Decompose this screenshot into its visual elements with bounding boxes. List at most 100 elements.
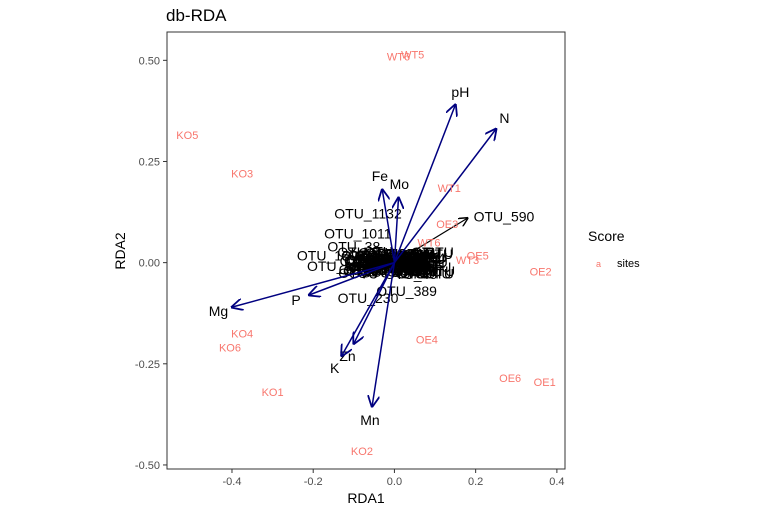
site-label: KO5 [176, 130, 198, 142]
x-tick-label: 0.0 [387, 476, 402, 488]
otu-label-overlap: OTU [368, 250, 398, 266]
site-label: OE6 [499, 373, 521, 385]
otu-vector [381, 250, 395, 264]
otu-label-overlap: OTU [337, 244, 367, 260]
env-vectors: pH N Fe Mo Mg P ZnK Mn [209, 84, 510, 428]
otu-label-overlap: OTU [349, 259, 379, 275]
otu-label-overlap: OTU [398, 253, 428, 269]
otu-label-overlap: OTU [394, 263, 424, 279]
otu-label-overlap: OTU [394, 257, 424, 273]
y-tick-label: 0.25 [139, 156, 160, 168]
otu-label-overlap: OTU [392, 263, 422, 279]
env-arrow [232, 261, 395, 308]
otu-label-overlap: OTU [426, 263, 456, 279]
env-label: Zn [339, 348, 355, 364]
site-label: KO2 [351, 446, 373, 458]
otu-vector [381, 262, 395, 274]
x-tick-label: -0.2 [304, 476, 323, 488]
otu-label-overlap: OTU [412, 245, 442, 261]
otu-label-overlap: OTU [346, 252, 376, 268]
legend-label-sites: sites [617, 258, 640, 270]
otu-label: OTU_38 [327, 238, 380, 254]
legend-title: Score [588, 228, 625, 244]
otu-label-overlap: OTU [400, 265, 430, 281]
otu-label-overlap: OTU [340, 253, 370, 269]
otu-vector [366, 253, 395, 264]
otu-label: OTU_230 [338, 290, 399, 306]
otu-label-overlap: OTU [407, 260, 437, 276]
site-label: KO4 [231, 328, 253, 340]
site-label: OE4 [416, 335, 438, 347]
y-axis-title: RDA2 [112, 232, 128, 270]
otu-label-overlap: OTU [397, 266, 427, 282]
otu-label-overlap: OTU [418, 254, 448, 270]
env-label: P [291, 292, 300, 308]
otu-label: OTU_1011 [324, 226, 392, 242]
otu-vector [394, 262, 418, 270]
otu-label-overlap: OTU [344, 252, 374, 268]
otu-label-overlap: OTU [402, 262, 432, 278]
otu-label-overlap: OTU [412, 264, 442, 280]
otu-label: OTU_590 [474, 209, 535, 225]
env-arrow [309, 261, 395, 295]
otu-label-overlap: OTU [339, 262, 369, 278]
site-label: WT3 [456, 255, 479, 267]
otu-label-overlap: OTU [424, 266, 454, 282]
otu-label-overlap: OTU [424, 246, 454, 262]
otu-vector [377, 253, 395, 264]
otu-vector [393, 262, 401, 277]
x-axis: -0.4 -0.2 0.0 0.2 0.4 [222, 469, 565, 488]
otu-label-overlap: OTU [363, 244, 393, 260]
otu-label: OTU_48 [384, 266, 437, 282]
env-label: Fe [372, 168, 389, 184]
otu-label-overlap: OTU [408, 263, 438, 279]
otu-label-overlap: OTU [395, 266, 425, 282]
y-axis: -0.50 -0.25 0.00 0.25 0.50 [135, 55, 167, 472]
otu-vector [394, 260, 441, 264]
otu-label-overlap: OTU [393, 260, 423, 276]
env-arrow [393, 129, 496, 264]
otu-label: OTU_92 [307, 258, 360, 274]
y-tick-label: 0.50 [139, 55, 160, 67]
otu-label-overlap: OTU [401, 246, 431, 262]
site-label: KO1 [262, 387, 284, 399]
otu-label-overlap: OTU [366, 254, 396, 270]
otu-vector [394, 257, 424, 264]
otu-label-overlap: OTU [341, 248, 371, 264]
env-arrow [372, 262, 396, 407]
otu-vector [394, 262, 431, 270]
chart-title: db-RDA [166, 6, 227, 25]
site-label: OE5 [467, 250, 489, 262]
otu-label-overlap: OTU [358, 250, 388, 266]
env-label: pH [451, 84, 469, 100]
otu-label-overlap: OTU [349, 248, 379, 264]
otu-label-overlap: OTU [405, 258, 435, 274]
site-label: OE2 [530, 267, 552, 279]
legend-key-sites: a [596, 259, 601, 269]
env-label: Mn [360, 412, 379, 428]
site-label: OE3 [436, 219, 458, 231]
otu-label-overlap: OTU [397, 259, 427, 275]
otu-label-overlap: OTU [416, 251, 446, 267]
x-tick-label: 0.4 [549, 476, 564, 488]
otu-label-overlap: OTU [357, 253, 387, 269]
env-arrow [393, 105, 455, 263]
otu-arrow [394, 218, 467, 264]
x-tick-label: 0.2 [468, 476, 483, 488]
env-arrow [354, 262, 396, 344]
y-tick-label: -0.50 [135, 460, 160, 472]
otu-vector [352, 262, 395, 266]
otu-label: OTU_64 [392, 250, 445, 266]
env-arrow [342, 262, 396, 356]
y-tick-label: -0.25 [135, 359, 160, 371]
otu-label-overlap: OTU [355, 252, 385, 268]
otu-label-overlap: OTU [354, 248, 384, 264]
otu-label-overlap: OTU [397, 264, 427, 280]
env-label: N [499, 110, 509, 126]
env-arrow [394, 198, 398, 263]
site-label: WT6 [417, 237, 440, 249]
site-label: WT5 [401, 49, 424, 61]
otu-label-overlap: OTU [345, 253, 375, 269]
